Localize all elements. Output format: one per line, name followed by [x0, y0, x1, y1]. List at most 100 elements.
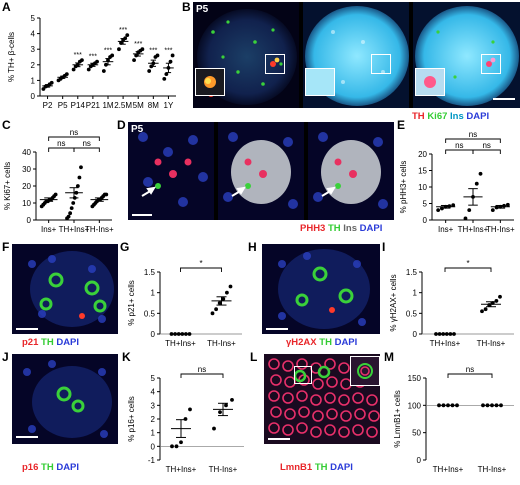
chart-svg-c: 0 10 20 30 40 % Ki67+ cells Ins+ TH+Ins+TH-Ins+… — [3, 128, 114, 234]
legend-l-2: DAPI — [330, 462, 353, 473]
chart-panel-g: 0 0.5 1 1.5 % p21+ cells TH+Ins+ TH-Ins+ * — [120, 252, 248, 352]
significance-marker: *** — [104, 47, 112, 54]
panel-letter-l: L — [250, 350, 258, 364]
data-point — [168, 59, 173, 64]
panel-letter-m: M — [384, 350, 394, 364]
data-point — [225, 290, 229, 295]
y-tick-label: 1.5 — [144, 268, 156, 277]
legend-d-2: Ins — [343, 223, 358, 234]
data-point — [53, 192, 58, 197]
legend-d-1: TH — [327, 223, 341, 234]
y-axis-label: % γH2AX+ cells — [389, 274, 398, 331]
y-axis-label: % p21+ cells — [127, 280, 136, 326]
legend-d: PHH3 TH Ins DAPI — [300, 223, 382, 234]
y-tick-label: 3 — [31, 45, 36, 54]
panel-letter-a: A — [2, 0, 11, 14]
data-point — [75, 184, 80, 188]
data-point — [95, 59, 99, 64]
legend-h-1: TH — [319, 337, 332, 348]
significance-marker: *** — [149, 47, 157, 54]
chart-svg-k: -1 0 1 2 3 4 5 % p16+ cells TH+Ins+ TH-Ins+ ns — [127, 365, 244, 474]
scale-bar-b — [493, 98, 515, 100]
inset-l — [350, 356, 380, 386]
legend-h-0: γH2AX — [286, 337, 317, 348]
legend-h-2: DAPI — [334, 337, 358, 348]
data-point — [467, 208, 472, 212]
x-tick-label: TH+Ins+ — [59, 225, 90, 234]
legend-f-2: DAPI — [56, 337, 80, 348]
comparison-bracket — [445, 149, 474, 154]
significance-marker: *** — [134, 41, 142, 48]
y-tick-label: 4 — [151, 388, 156, 397]
x-tick-label: 8M — [148, 101, 159, 110]
x-tick-label: 1Y — [164, 101, 174, 110]
data-point — [451, 203, 456, 208]
zoom-box-b1 — [265, 54, 285, 74]
y-tick-label: 0.5 — [406, 309, 418, 318]
data-point — [140, 47, 145, 52]
micrograph-b-image — [193, 2, 520, 108]
inset-b2 — [305, 68, 335, 96]
chart-panel-c: 0 10 20 30 40 % Ki67+ cells Ins+ TH+Ins+ TH-Ins+… — [0, 128, 116, 242]
comparison-bracket — [48, 147, 75, 152]
data-point — [104, 192, 109, 197]
data-point — [77, 175, 82, 180]
chart-panel-a: 0 1 2 3 4 5 % TH+ β-cells P2 P5 P14 P21 1M 2.5M 5M 8M 1… — [0, 10, 182, 120]
comparison-label: ns — [469, 130, 477, 139]
y-tick-label: 50 — [412, 429, 421, 438]
comparison-bracket — [447, 373, 493, 378]
y-tick-label: 100 — [408, 401, 422, 410]
legend-j-1: TH — [41, 462, 54, 473]
y-tick-label: 40 — [22, 148, 31, 157]
legend-d-3: DAPI — [359, 223, 383, 234]
data-point — [117, 47, 121, 52]
data-point — [463, 216, 468, 221]
zoom-box-l — [294, 366, 312, 384]
chart-panel-e: 0 5 10 15 20 % pHH3+ cells Ins+ TH+Ins+ TH-Ins+ n… — [398, 130, 520, 242]
legend-f-1: TH — [41, 337, 54, 348]
data-point — [170, 444, 174, 449]
y-tick-label: 0 — [151, 330, 156, 339]
comparison-bracket — [180, 267, 222, 272]
y-axis-label: % p16+ cells — [127, 396, 136, 442]
x-tick-label: TH+Ins+ — [166, 465, 197, 474]
scale-bar-f — [16, 328, 38, 330]
data-point — [132, 58, 136, 63]
zoom-box-b3 — [481, 54, 501, 74]
micrograph-j-image — [23, 360, 112, 438]
data-point — [224, 403, 228, 408]
x-tick-label: TH-Ins+ — [209, 465, 238, 474]
legend-b-0: TH — [412, 111, 425, 122]
x-tick-label: P14 — [71, 101, 86, 110]
comparison-label: ns — [466, 365, 474, 374]
x-tick-label: 5M — [133, 101, 144, 110]
data-point — [110, 53, 115, 58]
y-tick-label: -1 — [148, 456, 156, 465]
data-point — [71, 67, 76, 72]
chart-panel-m: 0 50 100 150 % LmnB1+ cells TH+Ins+ TH-Ins+ ns — [384, 362, 520, 480]
y-tick-label: 5 — [151, 374, 156, 383]
comparison-label: ns — [82, 139, 90, 148]
significance-marker: *** — [119, 27, 127, 34]
panel-letter-g: G — [120, 240, 130, 254]
y-tick-label: 0 — [417, 456, 422, 465]
legend-f-0: p21 — [22, 337, 39, 348]
micrograph-panel-f — [12, 244, 118, 334]
legend-j-2: DAPI — [56, 462, 80, 473]
panel-letter-b: B — [182, 0, 191, 14]
comparison-label: ns — [482, 141, 490, 150]
comparison-bracket — [472, 149, 501, 154]
data-point — [474, 181, 479, 186]
x-tick-label: TH+Ins+ — [433, 465, 464, 474]
stage-label-d: P5 — [131, 124, 144, 135]
x-tick-label: TH+Ins+ — [165, 339, 196, 348]
comparison-label: * — [466, 259, 469, 268]
data-point — [230, 397, 234, 402]
legend-f: p21 TH DAPI — [22, 337, 79, 348]
comparison-bracket — [48, 136, 100, 141]
scale-bar-j — [16, 436, 38, 438]
scale-bar-h — [266, 328, 288, 330]
x-tick-label: Ins+ — [41, 225, 57, 234]
y-tick-label: 2 — [151, 415, 156, 424]
significance-marker: *** — [89, 54, 97, 61]
